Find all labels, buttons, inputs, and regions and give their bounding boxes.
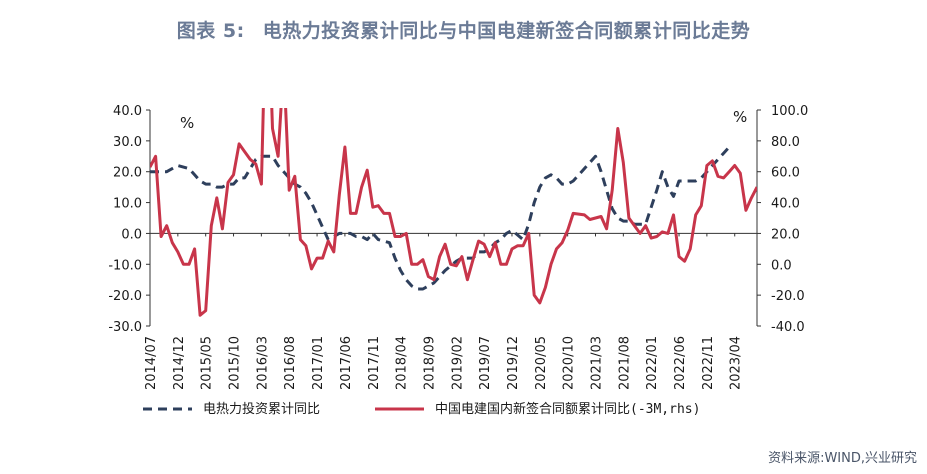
right-tick-label: 80.0: [771, 135, 800, 150]
chart-title-label: 图表 5:: [176, 20, 245, 42]
legend: 电热力投资累计同比 中国电建国内新签合同额累计同比(-3M,rhs): [143, 401, 700, 417]
source-note: 资料来源:WIND,兴业研究: [768, 451, 917, 466]
x-tick-label: 2018/09: [422, 336, 437, 390]
chart-title: 图表 5: 电热力投资累计同比与中国电建新签合同额累计同比走势: [0, 16, 927, 43]
right-tick-label: 20.0: [771, 227, 800, 242]
right-tick-label: -40.0: [771, 320, 805, 335]
left-tick-label: -20.0: [108, 289, 142, 304]
right-axis-unit: %: [733, 108, 747, 126]
x-tick-label: 2019/12: [506, 336, 521, 390]
x-tick-label: 2020/05: [534, 336, 549, 390]
x-tick-label: 2019/02: [450, 336, 465, 390]
left-tick-label: 10.0: [113, 197, 142, 212]
legend-label-power-investment: 电热力投资累计同比: [203, 401, 320, 417]
x-tick-label: 2015/05: [200, 336, 215, 390]
left-tick-label: 40.0: [113, 104, 142, 119]
legend-label-powerchina-contracts: 中国电建国内新签合同额累计同比(-3M,rhs): [435, 401, 700, 417]
x-tick-label: 2017/11: [367, 336, 382, 390]
series-group: [150, 108, 757, 317]
right-tick-label: 0.0: [771, 258, 792, 273]
left-axis-unit: %: [180, 114, 194, 132]
x-tick-label: 2019/07: [478, 336, 493, 390]
x-tick-label: 2014/12: [172, 336, 187, 390]
x-tick-label: 2016/08: [283, 336, 298, 390]
left-tick-label: 20.0: [113, 166, 142, 181]
left-tick-label: -10.0: [108, 258, 142, 273]
x-tick-label: 2017/01: [311, 336, 326, 390]
chart-title-text: 电热力投资累计同比与中国电建新签合同额累计同比走势: [262, 20, 751, 42]
x-tick-label: 2021/03: [590, 336, 605, 390]
x-tick-label: 2017/06: [339, 336, 354, 390]
x-tick-label: 2023/04: [729, 336, 744, 390]
x-tick-label: 2016/03: [255, 336, 270, 390]
right-tick-label: 100.0: [771, 104, 808, 119]
right-tick-label: 40.0: [771, 197, 800, 212]
x-tick-label: 2014/07: [144, 336, 159, 390]
x-tick-label: 2022/01: [645, 336, 660, 390]
x-tick-label: 2018/04: [395, 336, 410, 390]
right-tick-label: -20.0: [771, 289, 805, 304]
x-tick-label: 2022/06: [673, 336, 688, 390]
left-tick-label: 30.0: [113, 135, 142, 150]
x-tick-label: 2015/10: [228, 336, 243, 390]
x-tick-label: 2021/08: [617, 336, 632, 390]
x-tick-label: 2020/10: [562, 336, 577, 390]
series-line-powerchina-contracts: [150, 108, 757, 317]
right-tick-label: 60.0: [771, 166, 800, 181]
left-tick-label: 0.0: [121, 227, 142, 242]
series-line-power-investment: [150, 145, 731, 291]
x-tick-label: 2022/11: [701, 336, 716, 390]
left-tick-label: -30.0: [108, 320, 142, 335]
